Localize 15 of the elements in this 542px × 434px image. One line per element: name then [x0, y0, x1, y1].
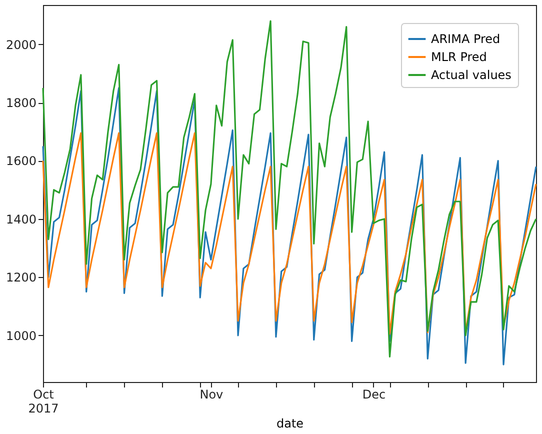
y-tick-label: 1400 [6, 212, 36, 226]
y-tick-label: 1000 [6, 328, 36, 343]
y-tick-label: 2000 [6, 38, 36, 52]
line-series [42, 132, 537, 335]
y-tick-label: 1800 [6, 96, 36, 110]
legend-label: Actual values [431, 68, 512, 82]
x-axis-title: date [276, 416, 304, 430]
x-tick-label: Nov [200, 388, 224, 402]
legend-label: ARIMA Pred [431, 32, 500, 46]
y-tick-label: 1200 [6, 270, 36, 285]
x-tick-label: Dec [362, 388, 386, 402]
line-series [42, 20, 537, 358]
x-tick-label: Oct 2017 [28, 388, 59, 416]
legend-label: MLR Pred [431, 50, 487, 64]
y-tick-label: 1600 [6, 154, 36, 168]
